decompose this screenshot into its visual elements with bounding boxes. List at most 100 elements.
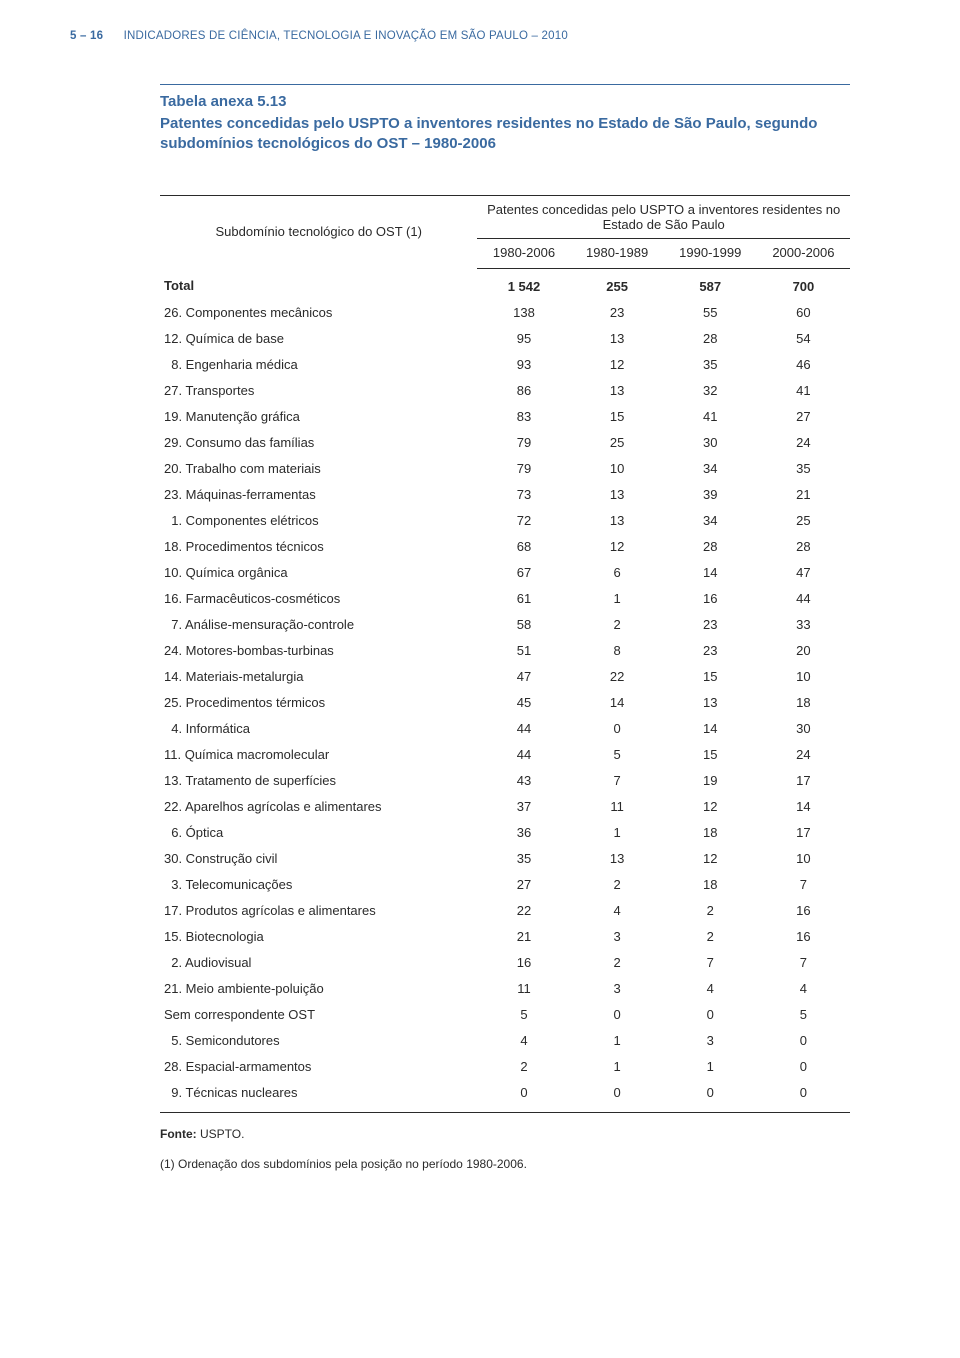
cell: 24 <box>757 430 850 456</box>
total-label: Total <box>160 268 477 300</box>
table-row: 20. Trabalho com materiais79103435 <box>160 456 850 482</box>
row-label: 17. Produtos agrícolas e alimentares <box>160 898 477 924</box>
cell: 34 <box>664 508 757 534</box>
total-row: Total 1 542 255 587 700 <box>160 268 850 300</box>
cell: 14 <box>664 716 757 742</box>
cell: 4 <box>757 976 850 1002</box>
cell: 1 <box>571 820 664 846</box>
cell: 27 <box>757 404 850 430</box>
cell: 93 <box>477 352 570 378</box>
cell: 45 <box>477 690 570 716</box>
row-label: 5. Semicondutores <box>160 1028 477 1054</box>
cell: 24 <box>757 742 850 768</box>
data-table: Subdomínio tecnológico do OST (1) Patent… <box>160 195 850 1106</box>
row-label: 6. Óptica <box>160 820 477 846</box>
cell: 138 <box>477 300 570 326</box>
cell: 39 <box>664 482 757 508</box>
page-number: 5 – 16 <box>70 30 103 42</box>
table-row: Sem correspondente OST5005 <box>160 1002 850 1028</box>
cell: 13 <box>664 690 757 716</box>
cell: 5 <box>477 1002 570 1028</box>
row-label: 14. Materiais-metalurgia <box>160 664 477 690</box>
cell: 0 <box>757 1080 850 1106</box>
cell: 58 <box>477 612 570 638</box>
cell: 44 <box>477 716 570 742</box>
row-label: Sem correspondente OST <box>160 1002 477 1028</box>
cell: 17 <box>757 820 850 846</box>
cell: 51 <box>477 638 570 664</box>
cell: 20 <box>757 638 850 664</box>
cell: 13 <box>571 508 664 534</box>
cell: 79 <box>477 430 570 456</box>
cell: 83 <box>477 404 570 430</box>
row-label: 22. Aparelhos agrícolas e alimentares <box>160 794 477 820</box>
row-label: 16. Farmacêuticos-cosméticos <box>160 586 477 612</box>
row-label: 8. Engenharia médica <box>160 352 477 378</box>
row-label: 12. Química de base <box>160 326 477 352</box>
cell: 30 <box>757 716 850 742</box>
cell: 15 <box>664 742 757 768</box>
row-label: 24. Motores-bombas-turbinas <box>160 638 477 664</box>
cell: 35 <box>757 456 850 482</box>
cell: 0 <box>477 1080 570 1106</box>
cell: 2 <box>664 924 757 950</box>
cell: 7 <box>571 768 664 794</box>
cell: 5 <box>571 742 664 768</box>
table-row: 21. Meio ambiente-poluição11344 <box>160 976 850 1002</box>
cell: 33 <box>757 612 850 638</box>
cell: 41 <box>664 404 757 430</box>
table-row: 12. Química de base95132854 <box>160 326 850 352</box>
col-header: 1980-1989 <box>571 238 664 268</box>
running-header: 5 – 16 INDICADORES DE CIÊNCIA, TECNOLOGI… <box>70 30 890 42</box>
source-label: Fonte: <box>160 1127 197 1141</box>
cell: 67 <box>477 560 570 586</box>
cell: 3 <box>571 976 664 1002</box>
cell: 73 <box>477 482 570 508</box>
cell: 0 <box>757 1028 850 1054</box>
table-row: 8. Engenharia médica93123546 <box>160 352 850 378</box>
cell: 16 <box>757 898 850 924</box>
cell: 23 <box>571 300 664 326</box>
cell: 35 <box>477 846 570 872</box>
row-label: 26. Componentes mecânicos <box>160 300 477 326</box>
cell: 16 <box>664 586 757 612</box>
cell: 5 <box>757 1002 850 1028</box>
col-header: 1990-1999 <box>664 238 757 268</box>
cell: 47 <box>477 664 570 690</box>
cell: 8 <box>571 638 664 664</box>
source-line: Fonte: USPTO. <box>160 1127 850 1141</box>
cell: 37 <box>477 794 570 820</box>
cell: 2 <box>477 1054 570 1080</box>
cell: 4 <box>477 1028 570 1054</box>
table-row: 29. Consumo das famílias79253024 <box>160 430 850 456</box>
table-row: 7. Análise-mensuração-controle5822333 <box>160 612 850 638</box>
cell: 10 <box>757 846 850 872</box>
cell: 68 <box>477 534 570 560</box>
table-row: 9. Técnicas nucleares0000 <box>160 1080 850 1106</box>
table-row: 15. Biotecnologia213216 <box>160 924 850 950</box>
row-label: 15. Biotecnologia <box>160 924 477 950</box>
row-label: 30. Construção civil <box>160 846 477 872</box>
table-row: 23. Máquinas-ferramentas73133921 <box>160 482 850 508</box>
cell: 16 <box>477 950 570 976</box>
page: 5 – 16 INDICADORES DE CIÊNCIA, TECNOLOGI… <box>0 0 960 1201</box>
table-title: Patentes concedidas pelo USPTO a invento… <box>160 114 850 155</box>
row-label: 13. Tratamento de superfícies <box>160 768 477 794</box>
table-row: 4. Informática4401430 <box>160 716 850 742</box>
cell: 13 <box>571 326 664 352</box>
cell: 30 <box>664 430 757 456</box>
table-row: 22. Aparelhos agrícolas e alimentares371… <box>160 794 850 820</box>
cell: 41 <box>757 378 850 404</box>
cell: 86 <box>477 378 570 404</box>
footnote: (1) Ordenação dos subdomínios pela posiç… <box>160 1157 850 1171</box>
cell: 25 <box>757 508 850 534</box>
cell: 0 <box>664 1002 757 1028</box>
cell: 72 <box>477 508 570 534</box>
row-label: 19. Manutenção gráfica <box>160 404 477 430</box>
cell: 79 <box>477 456 570 482</box>
cell: 95 <box>477 326 570 352</box>
cell: 21 <box>757 482 850 508</box>
table-head: Subdomínio tecnológico do OST (1) Patent… <box>160 195 850 268</box>
cell: 13 <box>571 846 664 872</box>
cell: 3 <box>664 1028 757 1054</box>
